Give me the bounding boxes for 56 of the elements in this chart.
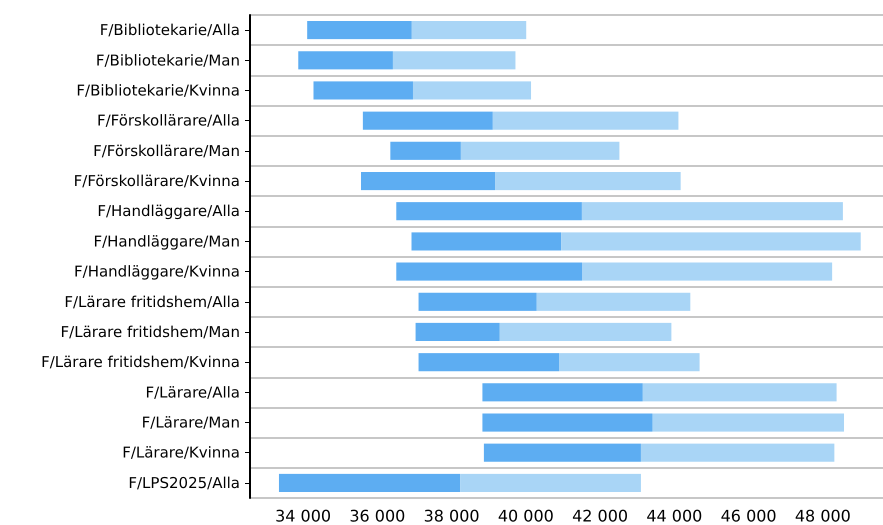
- y-tick-label: F/Förskollärare/Kvinna: [74, 172, 240, 190]
- bar: [307, 21, 412, 40]
- bar: [492, 112, 678, 130]
- bar: [536, 292, 690, 311]
- bar: [482, 413, 652, 432]
- x-tick-label: 46 000: [720, 506, 777, 525]
- bar: [582, 262, 832, 281]
- y-tick-label: F/Bibliotekarie/Alla: [100, 21, 240, 40]
- bar: [361, 172, 496, 190]
- y-tick-label: F/Lärare/Man: [142, 414, 240, 432]
- bar: [482, 383, 643, 402]
- y-tick-label: F/Handläggare/Man: [93, 232, 240, 250]
- x-tick-label: 44 000: [646, 506, 702, 525]
- bar: [396, 202, 582, 220]
- bar: [396, 262, 582, 281]
- bar: [642, 383, 837, 402]
- y-tick-label: F/Lärare fritidshem/Alla: [64, 292, 240, 311]
- bar: [412, 21, 526, 40]
- bar: [412, 81, 532, 100]
- bar: [418, 353, 560, 372]
- bar: [362, 112, 493, 130]
- bar: [460, 142, 620, 160]
- bar: [561, 232, 861, 250]
- y-tick-label: F/Förskollärare/Alla: [96, 112, 240, 130]
- bar: [640, 444, 834, 462]
- bar: [499, 322, 672, 342]
- x-tick-label: 38 000: [424, 506, 480, 525]
- y-tick-label: F/Handläggare/Kvinna: [74, 262, 240, 281]
- bar: [298, 51, 393, 70]
- bar: [390, 142, 461, 160]
- bar: [559, 353, 700, 372]
- y-tick-label: F/Lärare fritidshem/Man: [60, 322, 240, 341]
- bar: [313, 81, 413, 100]
- x-tick-label: 36 000: [349, 506, 406, 525]
- y-tick-label: F/Bibliotekarie/Man: [96, 51, 240, 70]
- y-tick-label: F/Förskollärare/Man: [93, 142, 240, 160]
- x-tick-label: 34 000: [275, 506, 332, 525]
- y-tick-label: F/LPS2025/Alla: [128, 474, 240, 492]
- y-tick-label: F/Lärare/Kvinna: [122, 444, 240, 462]
- bar: [582, 202, 843, 220]
- y-tick-label: F/Lärare fritidshem/Kvinna: [41, 353, 240, 372]
- bar: [460, 474, 641, 492]
- x-tick-label: 42 000: [572, 506, 628, 525]
- bar: [495, 172, 681, 190]
- bar: [392, 51, 516, 70]
- bar: [416, 322, 500, 342]
- bar: [652, 413, 844, 432]
- y-tick-label: F/Bibliotekarie/Kvinna: [76, 81, 240, 100]
- x-tick-label: 48 000: [794, 506, 851, 525]
- y-tick-label: F/Lärare/Alla: [146, 383, 240, 402]
- bar: [412, 232, 562, 250]
- y-tick-label: F/Handläggare/Alla: [97, 202, 240, 220]
- bar: [418, 292, 537, 311]
- bar: [278, 474, 460, 492]
- bar: [484, 444, 641, 462]
- x-tick-label: 40 000: [498, 506, 554, 525]
